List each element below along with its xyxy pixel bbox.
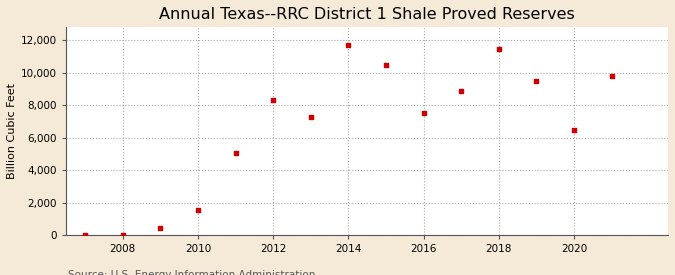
Point [568, 127, 579, 132]
Point [155, 226, 165, 230]
Point [381, 62, 392, 67]
Point [606, 74, 617, 78]
Point [192, 208, 203, 212]
Point [268, 98, 279, 103]
Point [493, 47, 504, 51]
Point [418, 111, 429, 116]
Y-axis label: Billion Cubic Feet: Billion Cubic Feet [7, 83, 17, 179]
Text: Source: U.S. Energy Information Administration: Source: U.S. Energy Information Administ… [68, 271, 315, 275]
Point [230, 151, 241, 155]
Point [531, 79, 542, 83]
Point [80, 233, 90, 237]
Point [456, 89, 466, 93]
Title: Annual Texas--RRC District 1 Shale Proved Reserves: Annual Texas--RRC District 1 Shale Prove… [159, 7, 575, 22]
Point [117, 233, 128, 237]
Point [343, 43, 354, 47]
Point [305, 114, 316, 119]
